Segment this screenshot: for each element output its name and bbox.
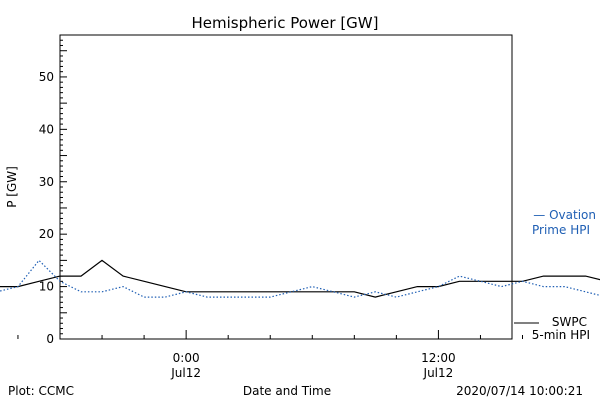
legend-ovation-line1: — Ovation [533, 208, 596, 222]
legend-swpc-line1: SWPC [552, 315, 587, 329]
x-tick-time-label: 0:00 [173, 351, 200, 365]
plot-frame [59, 34, 513, 340]
x-axis: 12:00Jul110:00Jul1212:00Jul120:00Jul1312… [17, 330, 566, 380]
footer-plot-credit: Plot: CCMC [8, 384, 74, 398]
series-line-ovation [0, 259, 600, 298]
x-tick-date-label: Jul12 [423, 366, 454, 380]
y-tick-label: 40 [39, 122, 54, 136]
y-axis: 0 10 20 30 40 50 [39, 34, 67, 346]
plot-area [0, 259, 600, 298]
y-axis-label: P [GW] [5, 166, 19, 208]
y-tick-label: 0 [46, 332, 54, 346]
x-tick-time-label: 12:00 [421, 351, 456, 365]
y-tick-label: 30 [39, 175, 54, 189]
y-tick-label: 10 [39, 280, 54, 294]
footer-timestamp: 2020/07/14 10:00:21 [456, 384, 583, 398]
y-tick-label: 20 [39, 227, 54, 241]
x-axis-label: Date and Time [243, 384, 331, 398]
legend-swpc-line2: 5-min HPI [532, 328, 590, 342]
y-tick-label: 50 [39, 70, 54, 84]
x-tick-date-label: Jul12 [170, 366, 201, 380]
legend-ovation-line2: Prime HPI [532, 223, 590, 237]
legend: — Ovation Prime HPI SWPC 5-min HPI [514, 208, 596, 342]
chart-title: Hemispheric Power [GW] [192, 14, 379, 32]
series-line-swpc [0, 259, 600, 298]
